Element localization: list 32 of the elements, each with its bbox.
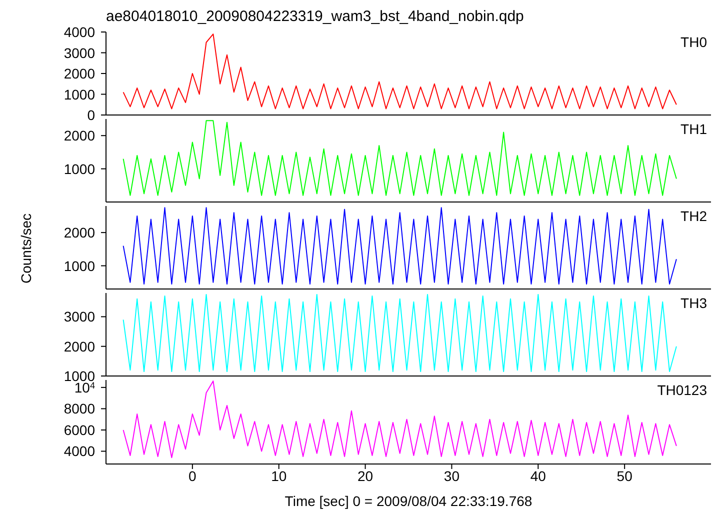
line-series (122, 120, 677, 196)
y-tick-label: 0 (87, 107, 96, 123)
y-tick-label: 8000 (64, 400, 96, 417)
y-tick-label: 1000 (64, 86, 96, 102)
y-tick-label: 1000 (64, 258, 96, 274)
series-label: TH1 (680, 121, 707, 137)
y-tick-label: 2000 (64, 224, 96, 241)
y-tick-label: 6000 (64, 422, 96, 438)
text: TH0 (680, 34, 707, 50)
y-tick-label: 1000 (64, 160, 96, 177)
series-label: TH0123 (657, 382, 707, 398)
line-series (122, 294, 677, 372)
y-tick-label: 2000 (64, 338, 96, 354)
x-tick-label: 30 (444, 468, 460, 484)
y-tick-label: 3000 (64, 308, 96, 325)
x-tick-label: 20 (357, 468, 374, 484)
x-axis-title: Time [sec] 0 = 2009/08/04 22:33:19.768 (284, 493, 532, 509)
y-tick-label: 2000 (64, 66, 96, 82)
y-tick-label: 2000 (64, 128, 96, 144)
line-series (122, 34, 677, 110)
y-axis-title: Counts/sec (18, 213, 34, 284)
chart-title: ae804018010_20090804223319_wam3_bst_4band_nobin.qdp (106, 8, 525, 27)
x-tick-label: 0 (188, 468, 197, 484)
y-tick-label: 3000 (64, 44, 96, 61)
x-tick-label: 10 (271, 468, 287, 484)
y-tick-label: 4000 (64, 443, 96, 460)
line-series (122, 207, 677, 285)
series-label: TH2 (680, 208, 707, 224)
x-tick-label: 50 (616, 468, 633, 484)
y-tick-label: 4000 (64, 24, 96, 40)
x-tick-label: 40 (530, 468, 546, 484)
series-label: TH3 (680, 295, 707, 311)
